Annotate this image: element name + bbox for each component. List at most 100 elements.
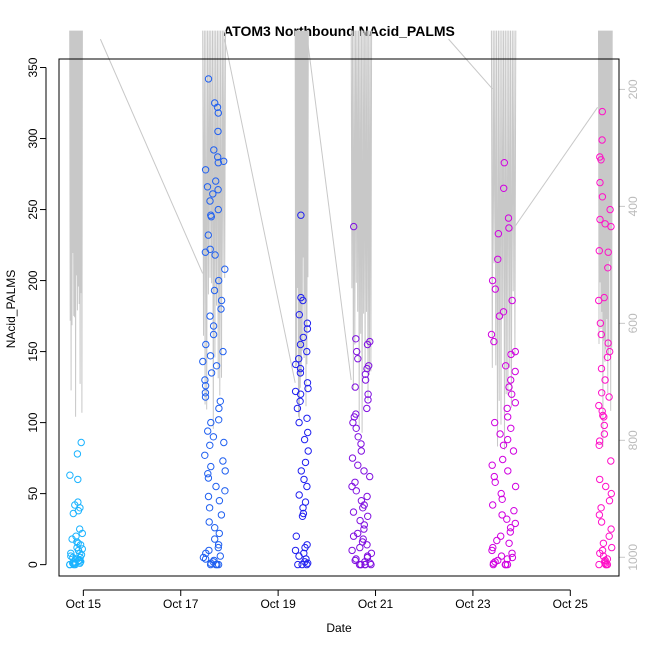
data-point-s6-44 <box>608 543 616 552</box>
y-tick-label-5: 200 <box>26 270 40 290</box>
data-point-s5-29 <box>509 447 518 455</box>
data-point-s6-38 <box>597 504 605 512</box>
data-point-s6-12 <box>604 248 612 256</box>
data-point-s2-78 <box>206 560 215 569</box>
data-point-s2-70 <box>199 553 208 562</box>
pressure-trace-flight-3 <box>294 30 309 420</box>
transit-line-1 <box>99 38 204 274</box>
data-point-s5-40 <box>498 511 506 519</box>
data-point-s2-7 <box>214 153 222 161</box>
data-point-s6-36 <box>607 489 615 498</box>
data-point-s5-21 <box>511 399 519 407</box>
data-point-s2-39 <box>201 389 210 397</box>
pressure-trace-layer <box>69 30 613 450</box>
data-point-s5-34 <box>491 478 499 486</box>
data-point-s4-29 <box>363 492 371 501</box>
pressure-trace-flight-2 <box>202 30 226 429</box>
data-point-s2-4 <box>214 109 223 117</box>
data-point-s6-28 <box>600 413 608 421</box>
data-point-s6-1 <box>598 107 606 116</box>
data-point-s2-52 <box>221 467 229 475</box>
data-point-s4-14 <box>363 404 371 413</box>
data-point-s2-71 <box>201 555 210 563</box>
data-point-s3-28 <box>303 482 311 491</box>
data-point-s6-6 <box>598 193 607 201</box>
data-point-s6-54 <box>595 560 603 569</box>
data-point-s5-10 <box>499 308 508 316</box>
data-point-s6-22 <box>601 376 609 384</box>
data-point-s3-25 <box>301 458 310 467</box>
data-point-s1-40 <box>66 560 74 569</box>
data-point-s2-50 <box>219 457 227 465</box>
data-point-s2-49 <box>201 451 209 459</box>
right-tick-label-5: 1000 <box>626 544 640 571</box>
data-point-s5-27 <box>504 435 512 444</box>
data-point-s2-33 <box>206 352 215 360</box>
data-point-s4-42 <box>363 541 371 549</box>
data-point-s2-27 <box>217 305 225 313</box>
data-point-s2-60 <box>217 511 226 519</box>
data-point-s5-47 <box>505 539 513 547</box>
data-point-s4-56 <box>357 560 365 569</box>
data-point-s3-5 <box>303 319 312 327</box>
data-point-s2-57 <box>204 492 213 501</box>
data-point-s4-18 <box>352 424 360 432</box>
data-point-s3-34 <box>292 532 300 540</box>
data-point-s2-10 <box>201 166 210 174</box>
data-point-s6-7 <box>606 205 614 214</box>
data-point-s3-18 <box>296 397 304 405</box>
data-point-s6-34 <box>596 475 604 484</box>
data-point-s2-43 <box>215 416 223 424</box>
data-point-s3-43 <box>298 560 306 569</box>
right-tick-label-2: 400 <box>626 196 640 216</box>
data-point-s5-44 <box>506 528 514 536</box>
data-point-s6-16 <box>596 319 605 327</box>
data-point-s5-59 <box>503 560 512 569</box>
data-point-s2-46 <box>209 433 218 441</box>
data-point-s2-69 <box>216 552 225 560</box>
data-point-s3-22 <box>304 428 312 437</box>
data-point-s6-2 <box>598 136 606 144</box>
data-point-s2-44 <box>207 418 215 427</box>
data-point-s1-11 <box>78 529 87 538</box>
x-tick-label-2: Oct 17 <box>163 597 199 611</box>
data-point-s4-33 <box>349 508 358 516</box>
data-point-s4-24 <box>360 467 368 475</box>
data-point-s4-35 <box>356 516 364 525</box>
data-point-s5-30 <box>499 455 507 464</box>
data-point-s5-60 <box>489 560 497 569</box>
data-point-s2-6 <box>210 146 218 154</box>
data-point-s2-14 <box>209 190 217 198</box>
data-point-s5-46 <box>493 536 501 545</box>
data-point-s6-29 <box>600 421 608 430</box>
data-point-s3-37 <box>291 546 300 555</box>
data-point-s4-48 <box>352 555 360 563</box>
data-point-s4-37 <box>360 525 368 533</box>
data-point-s4-2 <box>352 335 360 343</box>
data-point-s5-22 <box>503 404 511 413</box>
data-point-s4-51 <box>366 559 374 567</box>
data-point-s6-25 <box>595 401 603 410</box>
data-point-s4-19 <box>354 433 362 441</box>
pressure-trace-flight-1 <box>69 30 83 417</box>
data-point-s2-5 <box>214 127 222 136</box>
data-point-s2-62 <box>211 524 219 532</box>
data-point-s3-36 <box>301 543 309 552</box>
data-point-s3-44 <box>303 560 311 569</box>
data-point-s2-65 <box>214 541 223 549</box>
data-point-s2-56 <box>221 487 229 495</box>
data-point-s6-18 <box>604 339 612 347</box>
data-point-s5-35 <box>511 482 520 491</box>
data-point-s3-27 <box>300 475 308 484</box>
data-point-s2-55 <box>212 482 220 491</box>
data-point-s5-51 <box>497 552 506 560</box>
data-point-s5-38 <box>489 501 497 509</box>
data-point-s1-1 <box>77 438 85 447</box>
data-point-s3-23 <box>300 435 309 444</box>
data-point-s3-15 <box>304 384 312 393</box>
data-point-s2-41 <box>216 397 225 405</box>
data-point-s3-1 <box>297 211 305 219</box>
data-point-s2-12 <box>203 183 212 191</box>
data-point-s5-3 <box>504 214 513 222</box>
data-point-s2-23 <box>221 265 229 273</box>
